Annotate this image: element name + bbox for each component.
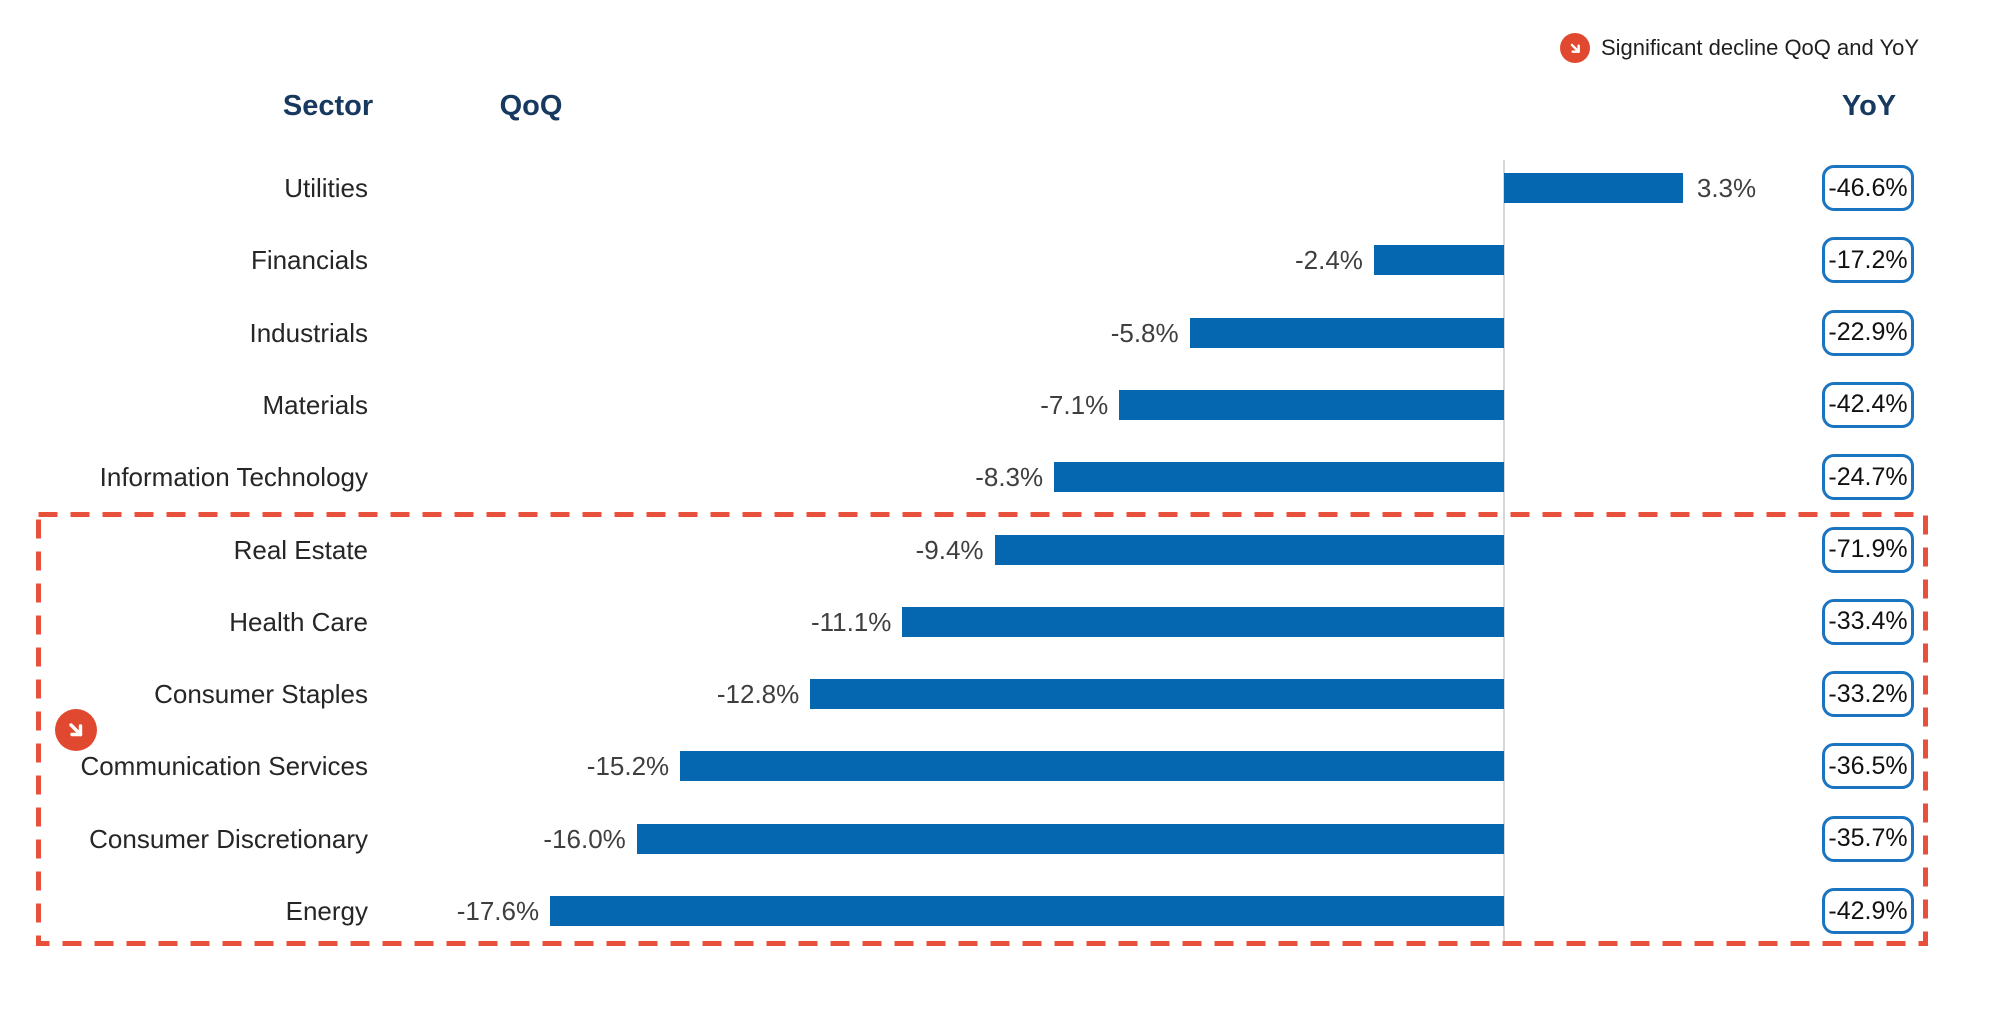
yoy-value-box: -46.6% (1822, 165, 1914, 211)
qoq-value-label: -17.6% (456, 896, 540, 926)
qoq-bar (1189, 317, 1504, 348)
sector-label: Energy (285, 896, 368, 926)
sector-label: Communication Services (80, 751, 368, 782)
qoq-bar (1504, 173, 1683, 203)
qoq-value-label: -16.0% (543, 823, 626, 854)
sector-label: Consumer Discretionary (89, 823, 368, 854)
column-header-sector: Sector (282, 90, 374, 122)
qoq-value-label: -8.3% (975, 462, 1044, 493)
qoq-value-label: -9.4% (915, 534, 984, 565)
sector-label: Health Care (229, 606, 368, 637)
yoy-value-box: -33.4% (1822, 598, 1914, 645)
qoq-value-label: -5.8% (1110, 317, 1179, 348)
qoq-value-label: -7.1% (1040, 389, 1109, 420)
qoq-bar (636, 823, 1504, 854)
qoq-value-label: -12.8% (716, 679, 800, 710)
yoy-value-box: -24.7% (1822, 454, 1914, 501)
sector-label: Industrials (249, 317, 369, 348)
sector-label: Financials (250, 245, 368, 276)
qoq-bar (1054, 462, 1504, 493)
yoy-value-box: -17.2% (1822, 237, 1914, 284)
sector-label: Real Estate (233, 534, 368, 565)
qoq-value-label: 3.3% (1696, 173, 1757, 203)
yoy-value-box: -71.9% (1822, 526, 1914, 573)
qoq-value-label: -2.4% (1295, 245, 1363, 276)
qoq-bar (994, 534, 1504, 565)
yoy-value-box: -22.9% (1822, 309, 1914, 356)
yoy-value-box: -42.4% (1822, 381, 1914, 428)
qoq-bar (680, 751, 1504, 782)
yoy-value-box: -35.7% (1822, 815, 1914, 862)
qoq-value-label: -15.2% (586, 751, 670, 782)
sector-label: Information Technology (99, 462, 368, 493)
qoq-bar (1119, 389, 1504, 420)
sector-label: Consumer Staples (154, 679, 368, 710)
highlight-dashed-box (36, 512, 1928, 946)
yoy-value-box: -42.9% (1822, 888, 1914, 934)
column-header-yoy: YoY (1841, 90, 1897, 122)
legend: Significant decline QoQ and YoY (1560, 33, 1919, 63)
sector-label: Utilities (284, 173, 368, 203)
qoq-bar (550, 896, 1504, 926)
qoq-value-label: -11.1% (810, 606, 892, 637)
sector-label: Materials (262, 389, 368, 420)
yoy-value-box: -36.5% (1822, 743, 1914, 790)
qoq-bar (902, 606, 1504, 637)
group-decline-marker-icon (55, 709, 97, 751)
qoq-bar (810, 679, 1504, 710)
yoy-value-box: -33.2% (1822, 671, 1914, 718)
column-header-qoq: QoQ (499, 90, 563, 122)
qoq-bar (1373, 245, 1504, 276)
arrow-down-right-circle-icon (1560, 33, 1590, 63)
legend-label: Significant decline QoQ and YoY (1601, 35, 1920, 60)
